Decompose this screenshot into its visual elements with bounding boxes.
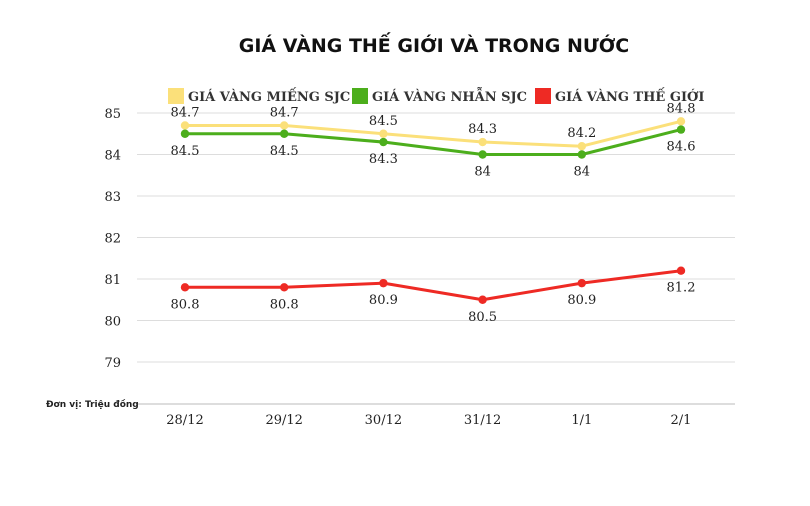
y-tick-label: 80 bbox=[104, 315, 121, 330]
data-point bbox=[478, 295, 487, 304]
data-label: 84.7 bbox=[171, 105, 200, 120]
data-label: 81.2 bbox=[667, 281, 696, 296]
x-tick-label: 29/12 bbox=[265, 413, 302, 428]
data-label: 84.5 bbox=[171, 144, 200, 159]
data-point bbox=[180, 121, 190, 130]
x-tick-label: 2/1 bbox=[671, 413, 692, 428]
data-label: 80.8 bbox=[270, 297, 299, 312]
data-label: 84.8 bbox=[667, 101, 696, 116]
chart-title: GIÁ VÀNG THẾ GIỚI VÀ TRONG NƯỚC bbox=[239, 31, 630, 57]
data-point bbox=[379, 129, 388, 138]
x-tick-label: 30/12 bbox=[365, 413, 402, 428]
y-tick-label: 81 bbox=[104, 273, 121, 288]
data-point bbox=[676, 117, 686, 126]
series-0: 84.7 84.7 84.5 84.3 84.2 84.8 bbox=[171, 101, 696, 151]
y-axis: 79 80 81 82 83 84 85 bbox=[104, 107, 121, 371]
series-line bbox=[185, 128, 682, 156]
data-point bbox=[676, 125, 686, 134]
data-label: 84.3 bbox=[468, 122, 497, 137]
x-tick-label: 28/12 bbox=[166, 413, 203, 428]
data-point bbox=[577, 150, 586, 159]
data-point bbox=[676, 266, 686, 275]
data-label: 84.5 bbox=[270, 144, 299, 159]
x-tick-label: 1/1 bbox=[571, 413, 592, 428]
series-1: 84.5 84.5 84.3 84 84 84.6 bbox=[171, 125, 696, 180]
data-point bbox=[280, 129, 289, 138]
data-point bbox=[180, 283, 190, 292]
grid-lines bbox=[137, 112, 735, 405]
legend: GIÁ VÀNG MIẾNG SJC GIÁ VÀNG NHẪN SJC GIÁ V… bbox=[168, 87, 704, 105]
data-label: 80.9 bbox=[567, 293, 596, 308]
unit-note: Đơn vị: Triệu đồng bbox=[46, 399, 139, 410]
data-point bbox=[577, 142, 586, 151]
legend-swatch bbox=[352, 88, 368, 104]
data-label: 80.9 bbox=[369, 293, 398, 308]
data-label: 80.5 bbox=[468, 310, 497, 325]
data-label: 84 bbox=[474, 165, 491, 180]
series-group: 84.7 84.784.584.3 84.284.884.5 84.584.384 84… bbox=[171, 101, 696, 324]
legend-swatch bbox=[168, 88, 184, 104]
data-point bbox=[478, 137, 487, 147]
data-point bbox=[577, 278, 586, 288]
y-tick-label: 83 bbox=[104, 190, 121, 205]
data-point bbox=[379, 278, 388, 288]
y-tick-label: 82 bbox=[104, 232, 121, 247]
legend-swatch bbox=[535, 88, 551, 104]
y-tick-label: 85 bbox=[104, 107, 121, 122]
series-line bbox=[185, 119, 682, 148]
data-label: 84.5 bbox=[369, 114, 398, 129]
series-line bbox=[185, 269, 682, 302]
data-label: 80.8 bbox=[171, 297, 200, 312]
data-point bbox=[180, 129, 190, 138]
data-label: 84.7 bbox=[270, 105, 299, 120]
data-label: 84.6 bbox=[667, 140, 696, 155]
x-tick-label: 31/12 bbox=[464, 413, 501, 428]
legend-label: GIÁ VÀNG NHẪN SJC bbox=[372, 87, 527, 105]
series-2: 80.8 80.8 80.9 80.5 80.9 81.2 bbox=[171, 266, 696, 325]
y-tick-label: 84 bbox=[104, 149, 121, 164]
legend-label: GIÁ VÀNG MIẾNG SJC bbox=[188, 87, 350, 105]
data-point bbox=[478, 150, 487, 159]
data-point bbox=[379, 137, 388, 147]
y-tick-label: 79 bbox=[104, 356, 121, 371]
legend-label: GIÁ VÀNG THẾ GIỚI bbox=[555, 87, 704, 105]
data-label: 84.2 bbox=[567, 126, 596, 141]
data-label: 84 bbox=[574, 165, 591, 180]
x-axis: 28/12 29/12 30/12 31/12 1/1 2/1 bbox=[166, 413, 691, 428]
data-point bbox=[280, 121, 289, 130]
data-label: 84.3 bbox=[369, 152, 398, 167]
data-point bbox=[280, 283, 289, 292]
